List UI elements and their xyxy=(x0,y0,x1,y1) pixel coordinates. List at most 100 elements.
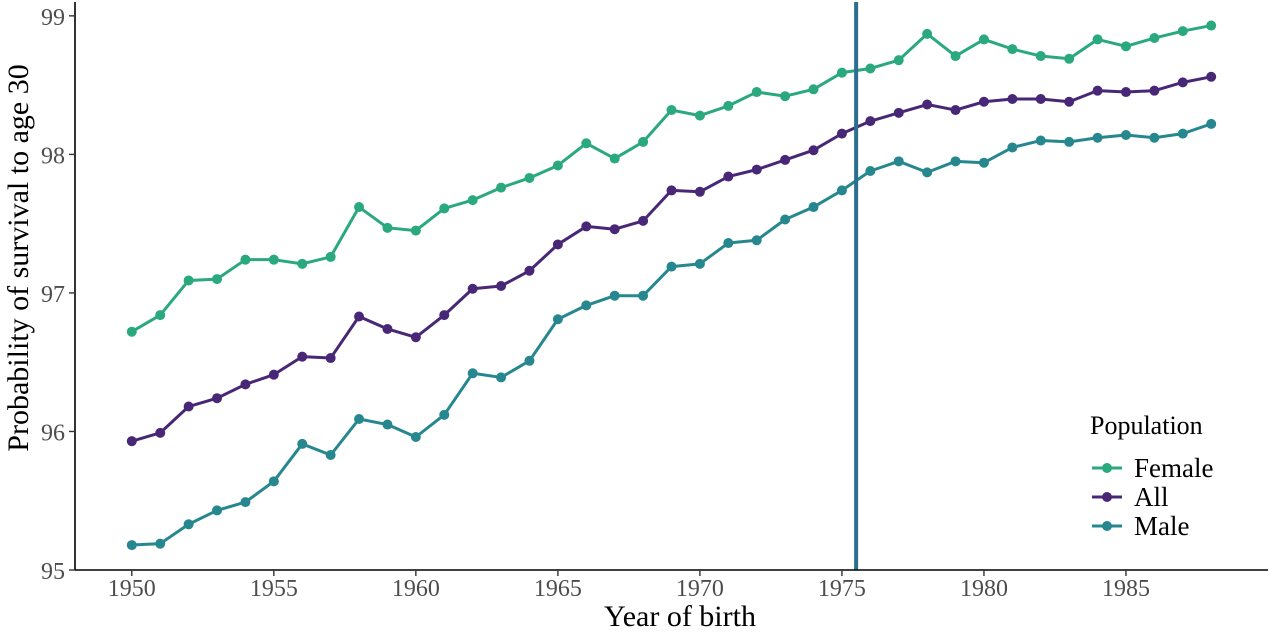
all-point xyxy=(496,281,507,291)
legend-item-all: All xyxy=(1092,482,1169,512)
female-point xyxy=(1120,41,1131,52)
female-point xyxy=(552,160,563,171)
female-point xyxy=(723,100,734,111)
male-point xyxy=(694,258,705,269)
all-point xyxy=(581,221,592,232)
all-point xyxy=(1149,85,1160,96)
all-point xyxy=(297,351,308,362)
male-point xyxy=(325,450,336,461)
male-point xyxy=(240,497,251,508)
female-point xyxy=(1064,53,1075,64)
y-tick-label: 96 xyxy=(41,420,65,446)
female-point xyxy=(865,63,876,74)
male-point xyxy=(1206,118,1217,129)
all-point xyxy=(893,107,904,118)
female-point xyxy=(297,258,308,269)
male-point xyxy=(780,214,791,225)
male-point xyxy=(155,538,166,549)
all-point xyxy=(865,116,876,127)
all-point xyxy=(325,353,336,364)
male-point xyxy=(1007,142,1018,153)
male-point xyxy=(467,368,478,379)
all-point xyxy=(1206,71,1217,82)
legend-title: Population xyxy=(1090,411,1203,440)
male-point xyxy=(581,300,592,311)
x-tick-label: 1970 xyxy=(676,576,724,602)
legend-key-point xyxy=(1102,492,1112,502)
x-tick-label: 1955 xyxy=(250,576,298,602)
plot-area xyxy=(126,2,1217,570)
male-point xyxy=(893,156,904,167)
all-point xyxy=(666,185,677,196)
x-tick-label: 1975 xyxy=(818,576,866,602)
female-point xyxy=(1092,34,1103,45)
female-point xyxy=(836,67,847,78)
y-tick-label: 98 xyxy=(41,143,65,169)
all-line xyxy=(131,75,1212,443)
male-point xyxy=(212,505,223,516)
x-ticks: 1950 1955 1960 1965 1970 1975 1980 1985 xyxy=(108,570,1150,602)
all-point xyxy=(552,239,563,250)
all-point xyxy=(155,427,166,438)
x-tick-label: 1985 xyxy=(1102,576,1150,602)
male-point xyxy=(382,419,393,430)
female-point xyxy=(1206,20,1217,31)
all-point xyxy=(354,311,365,322)
female-point xyxy=(268,254,279,265)
all-point xyxy=(780,154,791,165)
male-point xyxy=(268,476,279,487)
male-point xyxy=(638,290,649,301)
male-point xyxy=(666,261,677,272)
male-point xyxy=(723,238,734,249)
male-point xyxy=(439,409,450,420)
female-point xyxy=(1007,44,1018,55)
series-female xyxy=(126,20,1217,337)
all-point xyxy=(836,128,847,139)
male-point xyxy=(354,413,365,424)
legend-label-male: Male xyxy=(1134,511,1189,541)
female-point xyxy=(638,136,649,147)
female-point xyxy=(950,51,961,62)
female-point xyxy=(496,182,507,193)
all-point xyxy=(694,186,705,197)
male-point xyxy=(836,185,847,196)
male-point xyxy=(609,290,620,301)
female-point xyxy=(183,275,194,286)
legend-item-female: Female xyxy=(1092,453,1213,483)
x-tick-label: 1965 xyxy=(534,576,582,602)
all-point xyxy=(638,215,649,226)
female-point xyxy=(240,254,251,265)
male-point xyxy=(126,540,137,551)
x-tick-label: 1980 xyxy=(960,576,1008,602)
all-point xyxy=(1120,87,1131,98)
all-point xyxy=(240,379,251,390)
legend-label-all: All xyxy=(1134,482,1169,512)
female-point xyxy=(666,105,677,116)
female-point xyxy=(893,55,904,66)
female-point xyxy=(922,28,933,39)
all-point xyxy=(1064,96,1075,107)
female-point xyxy=(212,274,223,285)
female-point xyxy=(1149,33,1160,44)
female-point xyxy=(808,84,819,95)
female-point xyxy=(609,153,620,164)
female-point xyxy=(780,91,791,102)
all-point xyxy=(950,105,961,116)
male-point xyxy=(1149,132,1160,143)
male-point xyxy=(552,314,563,325)
male-point xyxy=(1092,132,1103,143)
female-point xyxy=(978,34,989,45)
all-point xyxy=(126,436,137,447)
legend-item-male: Male xyxy=(1092,511,1189,541)
all-point xyxy=(439,310,450,321)
all-point xyxy=(922,99,933,110)
all-point xyxy=(808,145,819,156)
male-point xyxy=(950,156,961,167)
legend-key-point xyxy=(1102,463,1112,473)
x-axis-title: Year of birth xyxy=(604,600,756,632)
female-point xyxy=(1177,26,1188,37)
female-point xyxy=(325,251,336,262)
y-tick-label: 99 xyxy=(41,5,65,31)
female-point xyxy=(155,310,166,321)
